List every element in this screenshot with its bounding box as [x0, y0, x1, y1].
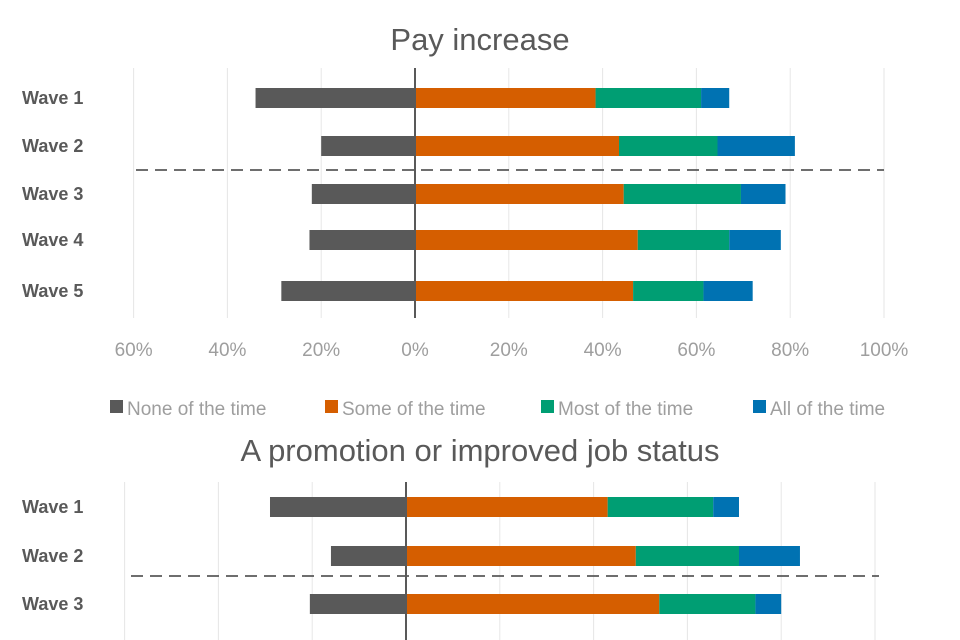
- chart2-bar-most-3: [659, 594, 756, 614]
- chart1-category-label-3: Wave 3: [22, 184, 83, 204]
- chart1-bar-none-5: [281, 281, 415, 301]
- chart1-title: Pay increase: [390, 22, 569, 57]
- chart1-bar-all-5: [703, 281, 753, 301]
- chart2-bar-some-2: [406, 546, 636, 566]
- chart1-category-label-4: Wave 4: [22, 230, 83, 250]
- chart1-bar-none-3: [311, 184, 415, 204]
- chart1-tick-label: 20%: [302, 340, 340, 361]
- chart1-bar-some-5: [415, 281, 634, 301]
- legend-label-some: Some of the time: [342, 399, 486, 420]
- chart1-tick-label: 0%: [401, 340, 429, 361]
- chart2-bar-some-3: [406, 594, 660, 614]
- legend-swatch-some: [325, 400, 338, 413]
- chart1-bar-all-1: [701, 88, 730, 108]
- chart2-category-label-3: Wave 3: [22, 594, 83, 614]
- chart2-bar-none-3: [309, 594, 406, 614]
- chart1-bar-most-1: [595, 88, 702, 108]
- chart2-bar-some-1: [406, 497, 608, 517]
- legend-swatch-all: [753, 400, 766, 413]
- chart1-bar-some-2: [415, 136, 620, 156]
- chart1-bar-most-4: [637, 230, 730, 250]
- chart2-category-label-1: Wave 1: [22, 497, 83, 517]
- chart1-bar-most-2: [619, 136, 718, 156]
- chart2-bar-most-1: [607, 497, 714, 517]
- chart2-bar-none-1: [269, 497, 406, 517]
- legend-label-none: None of the time: [127, 399, 266, 420]
- chart2-title: A promotion or improved job status: [240, 433, 719, 468]
- chart1-bar-none-1: [255, 88, 415, 108]
- chart1-tick-label: 60%: [115, 340, 153, 361]
- chart1-category-label-1: Wave 1: [22, 88, 83, 108]
- chart1-bar-none-4: [309, 230, 415, 250]
- chart1-bar-some-3: [415, 184, 624, 204]
- chart1-bar-none-2: [321, 136, 415, 156]
- chart1-tick-label: 100%: [860, 340, 909, 361]
- chart1-bar-some-1: [415, 88, 596, 108]
- chart2-bar-none-2: [330, 546, 406, 566]
- chart1-bar-most-5: [633, 281, 704, 301]
- chart1-tick-label: 40%: [584, 340, 622, 361]
- chart1-tick-label: 60%: [677, 340, 715, 361]
- legend-swatch-most: [541, 400, 554, 413]
- chart2-bar-most-2: [635, 546, 739, 566]
- chart1-tick-label: 20%: [490, 340, 528, 361]
- chart1-bar-some-4: [415, 230, 638, 250]
- chart1-bar-all-4: [729, 230, 781, 250]
- legend-swatch-none: [110, 400, 123, 413]
- chart1-tick-label: 40%: [208, 340, 246, 361]
- chart1-bar-all-2: [717, 136, 795, 156]
- chart2-bar-all-1: [713, 497, 739, 517]
- legend-label-most: Most of the time: [558, 399, 693, 420]
- chart1-tick-label: 80%: [771, 340, 809, 361]
- chart2-category-label-2: Wave 2: [22, 546, 83, 566]
- chart1-category-label-5: Wave 5: [22, 281, 83, 301]
- legend-label-all: All of the time: [770, 399, 885, 420]
- chart2-bar-all-3: [755, 594, 782, 614]
- chart2-bar-all-2: [738, 546, 800, 566]
- chart1-bar-all-3: [740, 184, 786, 204]
- chart1-bar-most-3: [623, 184, 741, 204]
- chart1-category-label-2: Wave 2: [22, 136, 83, 156]
